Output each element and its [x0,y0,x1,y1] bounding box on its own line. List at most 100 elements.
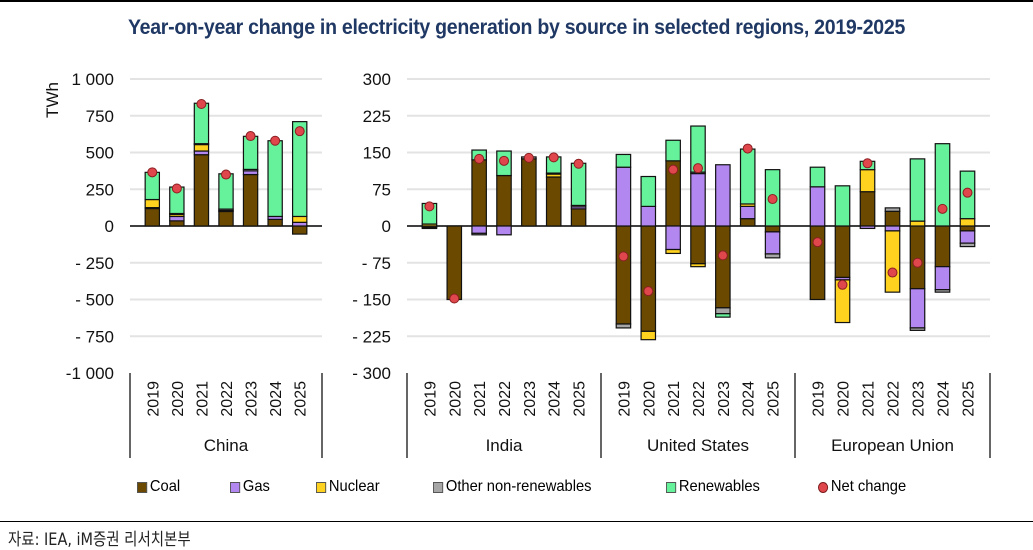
bar-segment-gas [615,166,632,227]
legend: Coal Gas Nuclear Other non-renewables Renewa… [0,478,1033,500]
bar-segment-gas [496,225,512,236]
chart-title: Year-on-year change in electricity gener… [127,16,906,39]
bar-segment-gas [764,231,781,255]
bar-segment-coal [169,220,185,227]
x-tick-label: 2019 [616,381,633,417]
net-change-marker [270,135,281,146]
y-tick-label: - 150 [352,291,391,310]
y-tick-label: 75 [372,180,391,199]
legend-label: Net change [830,478,907,495]
bar-segment-coal [739,218,756,227]
x-tick-label: 2020 [836,381,853,417]
panel-left: 1 000 750 500 250 0 - 250 - 500 - 750 -1 000 TWh 2… [43,70,323,458]
bar-segment-other-non-renewables [909,327,926,331]
net-change-marker [294,126,305,137]
y-tick-label: - 300 [352,364,391,383]
bar-segment-nuclear [859,169,876,193]
bar-segment-gas [739,205,756,220]
legend-swatch-icon [137,481,148,493]
net-change-marker [862,158,873,169]
net-change-marker [618,251,629,262]
bar-segment-coal [446,225,463,301]
source-note: 자료: IEA, iM증권 리서치본부 [8,530,191,550]
x-tick-label: 2024 [741,381,758,417]
net-change-marker [668,164,679,175]
bar-segment-renewables [739,148,756,205]
bar-segment-other-non-renewables [471,232,487,236]
legend-label: Gas [242,478,270,495]
bar-segment-nuclear [640,330,657,341]
bar-segment-gas [859,225,876,230]
bar-segment-coal [859,191,876,227]
x-tick-label: 2022 [497,381,514,417]
x-tick-label: 2022 [886,381,903,417]
bar-segment-coal [809,225,826,301]
bar-segment-coal [884,210,901,227]
legend-swatch-icon [316,481,327,493]
bar-segment-gas [471,225,487,234]
legend-label: Nuclear [328,478,380,495]
bar-segment-coal [640,225,657,332]
bar-segment-coal [934,225,951,268]
bar-segment-coal [959,225,976,232]
top-rule [0,0,1033,2]
legend-swatch-icon [230,481,241,493]
net-change-marker [812,237,823,248]
bar-segment-nuclear [193,143,210,152]
bar-segment-other-non-renewables [959,242,976,248]
y-tick-label: 1 000 [71,70,114,89]
x-tick-label: 2021 [666,381,683,417]
bar-segment-gas [959,230,976,244]
bar-segment-nuclear [909,220,926,227]
y-tick-label: 250 [86,180,114,199]
x-tick-label: 2023 [244,381,261,417]
x-tick-label: 2022 [219,381,236,417]
x-tick-label: 2025 [961,381,978,417]
net-change-marker [837,279,848,290]
bar-segment-gas [690,172,706,227]
legend-item-nuclear: Nuclear [316,478,380,496]
net-change-marker [693,163,703,174]
x-tick-label: 2025 [766,381,783,417]
bar-segment-nuclear [884,230,901,293]
group-india: 2019 2020 2021 2022 2023 2024 2025 India [421,149,589,455]
group-label: China [204,436,249,455]
x-tick-label: 2024 [268,381,285,417]
net-change-marker [523,152,534,163]
bar-segment-renewables [834,185,851,227]
x-tick-label: 2020 [641,381,658,417]
bar-segment-coal [715,225,731,309]
net-change-marker [742,143,753,154]
net-change-marker [424,201,435,212]
bar-segment-renewables [715,313,731,318]
bar-segment-gas [809,186,826,227]
y-tick-label: 500 [86,144,114,163]
x-tick-label: 2025 [572,381,589,417]
legend-swatch-icon [666,481,677,493]
x-tick-label: 2021 [472,381,489,417]
x-tick-label: 2024 [547,381,564,417]
net-change-marker [548,152,559,163]
bar-segment-coal [909,225,926,290]
legend-item-net-change: Net change [818,478,906,496]
net-change-marker [573,158,584,169]
bar-segment-coal [144,207,161,227]
net-change-marker [449,293,460,304]
y-tick-label: - 750 [75,327,114,346]
net-change-marker [643,286,654,297]
net-change-marker [912,257,923,268]
legend-item-other-non-renewables: Other non-renewables [433,478,592,496]
bar-segment-other-non-renewables [934,289,951,293]
y-tick-label: 300 [363,70,391,89]
x-tick-label: 2019 [145,381,162,417]
group-label: United States [647,436,749,455]
bar-segment-renewables [665,139,681,162]
legend-label: Coal [149,478,181,495]
y-tick-label: - 225 [352,327,391,346]
legend-swatch-icon [433,481,444,493]
net-change-marker [221,169,231,180]
y-tick-label: - 500 [75,291,114,310]
net-change-marker [147,167,158,178]
bar-segment-renewables [640,175,657,207]
